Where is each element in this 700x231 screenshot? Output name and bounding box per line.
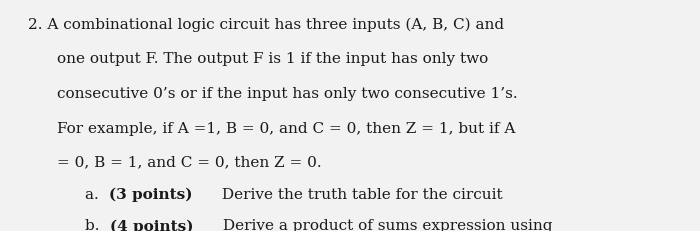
Text: (4 points): (4 points) [111, 218, 194, 231]
Text: consecutive 0’s or if the input has only two consecutive 1’s.: consecutive 0’s or if the input has only… [57, 87, 518, 100]
Text: Derive the truth table for the circuit: Derive the truth table for the circuit [217, 187, 503, 201]
Text: 2. A combinational logic circuit has three inputs (A, B, C) and: 2. A combinational logic circuit has thr… [28, 17, 504, 32]
Text: b.: b. [85, 218, 105, 231]
Text: = 0, B = 1, and C = 0, then Z = 0.: = 0, B = 1, and C = 0, then Z = 0. [57, 155, 322, 169]
Text: For example, if A =1, B = 0, and C = 0, then Z = 1, but if A: For example, if A =1, B = 0, and C = 0, … [57, 121, 516, 135]
Text: Derive a product of sums expression using: Derive a product of sums expression usin… [218, 218, 552, 231]
Text: (3 points): (3 points) [109, 187, 193, 201]
Text: one output F. The output F is 1 if the input has only two: one output F. The output F is 1 if the i… [57, 52, 489, 66]
Text: a.: a. [85, 187, 104, 201]
